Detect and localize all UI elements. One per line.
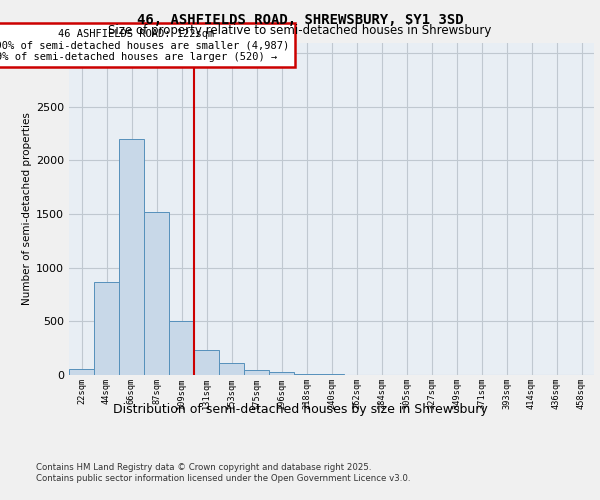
Text: Distribution of semi-detached houses by size in Shrewsbury: Distribution of semi-detached houses by … — [113, 402, 487, 415]
Bar — [319, 374, 344, 375]
Bar — [144, 212, 169, 375]
Y-axis label: Number of semi-detached properties: Number of semi-detached properties — [22, 112, 32, 305]
Bar — [119, 139, 144, 375]
Bar — [194, 350, 219, 375]
Bar — [294, 374, 319, 375]
Bar — [219, 363, 244, 375]
Bar — [169, 322, 194, 375]
Bar — [94, 282, 119, 375]
Text: Size of property relative to semi-detached houses in Shrewsbury: Size of property relative to semi-detach… — [109, 24, 491, 37]
Text: 46 ASHFIELDS ROAD: 122sqm
← 90% of semi-detached houses are smaller (4,987)
9% o: 46 ASHFIELDS ROAD: 122sqm ← 90% of semi-… — [0, 28, 290, 62]
Text: Contains public sector information licensed under the Open Government Licence v3: Contains public sector information licen… — [36, 474, 410, 483]
Bar — [69, 368, 94, 375]
Bar — [269, 372, 294, 375]
Text: 46, ASHFIELDS ROAD, SHREWSBURY, SY1 3SD: 46, ASHFIELDS ROAD, SHREWSBURY, SY1 3SD — [137, 12, 463, 26]
Bar — [244, 370, 269, 375]
Text: Contains HM Land Registry data © Crown copyright and database right 2025.: Contains HM Land Registry data © Crown c… — [36, 462, 371, 471]
